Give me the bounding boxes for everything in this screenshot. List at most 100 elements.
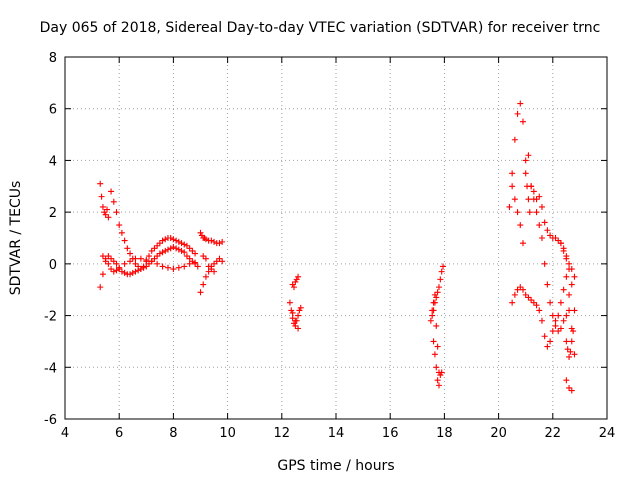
data-point bbox=[200, 253, 207, 260]
data-point bbox=[167, 245, 174, 252]
data-point bbox=[194, 263, 201, 270]
data-point bbox=[533, 302, 540, 309]
data-point bbox=[293, 276, 300, 283]
data-point bbox=[146, 260, 153, 267]
data-point bbox=[563, 338, 570, 345]
data-point bbox=[97, 284, 104, 291]
data-point bbox=[517, 100, 524, 107]
x-tick-label: 6 bbox=[115, 426, 123, 441]
data-point bbox=[205, 263, 212, 270]
data-point bbox=[140, 264, 147, 271]
data-point bbox=[522, 157, 529, 164]
data-point bbox=[186, 255, 193, 262]
data-point bbox=[295, 312, 302, 319]
data-point bbox=[563, 273, 570, 280]
data-point bbox=[159, 263, 166, 270]
series-arc-22h-tail bbox=[557, 240, 578, 360]
data-point bbox=[113, 260, 120, 267]
data-point bbox=[110, 198, 117, 205]
data-point bbox=[99, 271, 106, 278]
data-point bbox=[536, 193, 543, 200]
series-arc-21h-upper bbox=[506, 100, 578, 280]
data-point bbox=[525, 196, 532, 203]
x-tick-label: 14 bbox=[328, 426, 345, 441]
data-marks bbox=[97, 100, 578, 394]
data-point bbox=[213, 258, 220, 265]
data-point bbox=[183, 253, 190, 260]
data-point bbox=[211, 268, 218, 275]
data-point bbox=[286, 299, 293, 306]
data-point bbox=[121, 260, 128, 267]
data-point bbox=[105, 214, 112, 221]
data-point bbox=[113, 209, 120, 216]
data-point bbox=[162, 247, 169, 254]
x-tick-label: 8 bbox=[169, 426, 177, 441]
series-arc-17h bbox=[427, 263, 447, 389]
data-point bbox=[552, 322, 559, 329]
data-point bbox=[549, 328, 556, 335]
data-point bbox=[522, 291, 529, 298]
data-point bbox=[566, 291, 573, 298]
data-point bbox=[178, 247, 185, 254]
y-tick-label: 0 bbox=[49, 258, 57, 273]
data-point bbox=[292, 317, 299, 324]
data-point bbox=[530, 299, 537, 306]
data-point bbox=[533, 209, 540, 216]
data-point bbox=[110, 258, 117, 265]
data-point bbox=[544, 227, 551, 234]
data-point bbox=[116, 222, 123, 229]
x-tick-label: 12 bbox=[274, 426, 291, 441]
data-point bbox=[511, 196, 518, 203]
data-point bbox=[105, 253, 112, 260]
data-point bbox=[192, 259, 199, 266]
data-point bbox=[541, 260, 548, 267]
y-tick-label: 8 bbox=[49, 51, 57, 66]
data-point bbox=[98, 193, 105, 200]
data-point bbox=[297, 304, 304, 311]
data-point bbox=[108, 266, 115, 273]
data-point bbox=[132, 255, 139, 262]
data-point bbox=[563, 377, 570, 384]
data-point bbox=[525, 152, 532, 159]
data-point bbox=[200, 281, 207, 288]
data-point bbox=[202, 255, 209, 262]
data-point bbox=[538, 235, 545, 241]
data-point bbox=[108, 188, 115, 195]
data-point bbox=[105, 260, 112, 267]
data-point bbox=[148, 247, 155, 254]
data-point bbox=[555, 312, 562, 319]
data-point bbox=[435, 382, 442, 389]
data-point bbox=[186, 245, 193, 252]
y-tick-label: -4 bbox=[44, 361, 57, 376]
data-point bbox=[530, 188, 537, 195]
data-point bbox=[216, 255, 223, 262]
y-tick-label: 2 bbox=[49, 206, 57, 221]
data-point bbox=[183, 242, 190, 249]
data-point bbox=[438, 268, 445, 275]
data-point bbox=[560, 247, 567, 254]
data-point bbox=[541, 219, 548, 226]
data-point bbox=[526, 209, 533, 216]
data-point bbox=[536, 307, 543, 314]
data-point bbox=[568, 281, 575, 288]
data-point bbox=[154, 242, 161, 249]
data-point bbox=[211, 260, 218, 267]
data-point bbox=[208, 237, 215, 244]
data-point bbox=[175, 264, 182, 271]
data-point bbox=[430, 299, 437, 306]
data-point bbox=[437, 276, 444, 283]
data-point bbox=[143, 263, 150, 270]
data-point bbox=[137, 266, 144, 273]
data-point bbox=[555, 328, 562, 335]
data-point bbox=[162, 236, 169, 243]
grid-lines bbox=[65, 57, 607, 419]
data-point bbox=[97, 180, 104, 187]
plot-frame bbox=[64, 56, 608, 420]
data-point bbox=[143, 256, 150, 263]
data-point bbox=[519, 240, 526, 247]
data-point bbox=[544, 281, 551, 288]
data-point bbox=[292, 278, 299, 285]
data-point bbox=[289, 281, 296, 288]
data-point bbox=[202, 273, 209, 280]
